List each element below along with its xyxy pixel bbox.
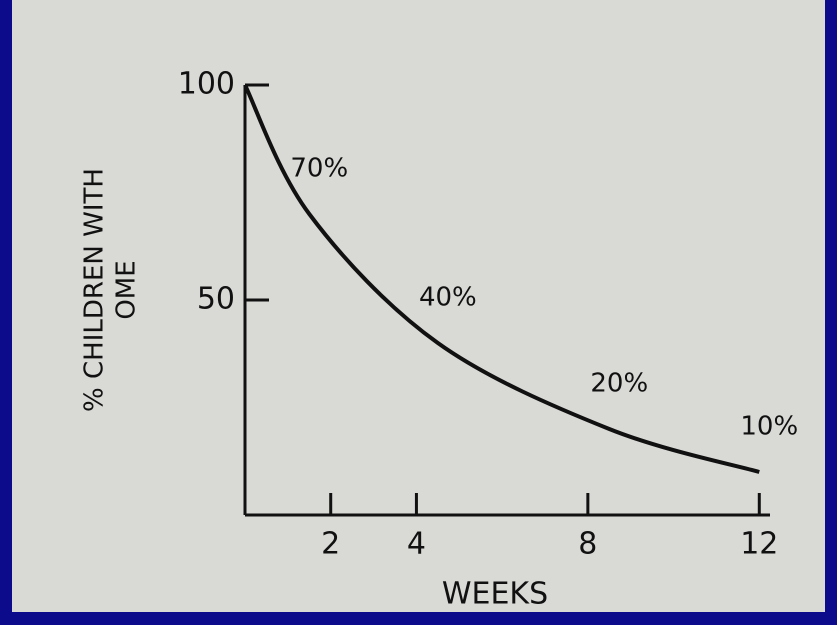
- y-axis-label-line: OME: [112, 260, 142, 319]
- x-tick-label: 2: [321, 527, 340, 562]
- x-tick-label: 4: [407, 527, 426, 562]
- data-label: 10%: [740, 412, 798, 442]
- y-axis-label-line: % CHILDREN WITH: [80, 168, 110, 412]
- data-label: 40%: [419, 283, 477, 313]
- data-label: 70%: [290, 154, 348, 184]
- data-label: 20%: [590, 369, 648, 399]
- y-tick-label: 100: [178, 67, 235, 102]
- x-tick-label: 8: [578, 527, 597, 562]
- x-axis-label: WEEKS: [442, 577, 548, 612]
- y-axis-label: % CHILDREN WITH OME: [80, 168, 142, 412]
- slide-image: [12, 0, 825, 612]
- y-tick-label: 50: [197, 282, 235, 317]
- x-tick-label: 12: [740, 527, 778, 562]
- line: [243, 84, 760, 474]
